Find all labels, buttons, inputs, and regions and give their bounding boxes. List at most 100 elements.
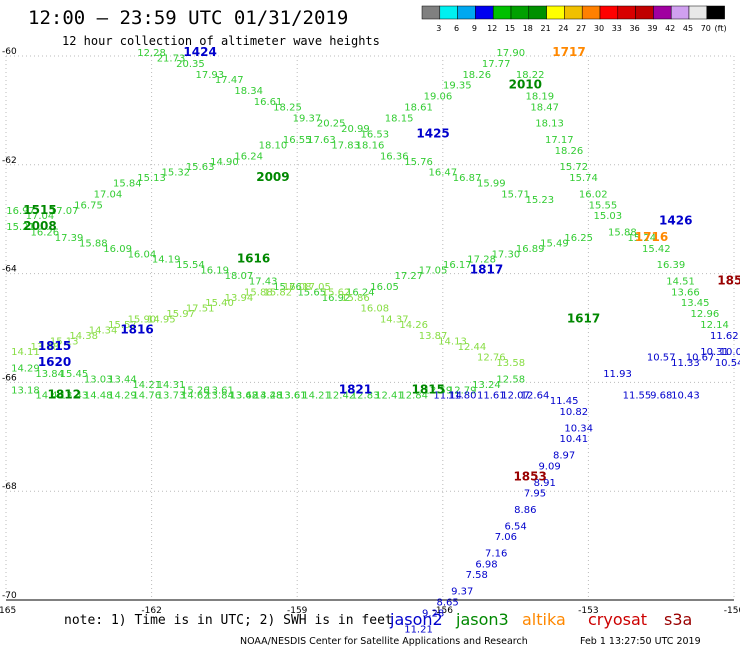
x-tick-label: -153 xyxy=(578,606,598,616)
wave-height-value: 14.34 xyxy=(89,325,118,336)
pass-time-label: 1817 xyxy=(470,263,503,277)
wave-height-value: 15.03 xyxy=(593,211,622,222)
wave-height-value: 16.04 xyxy=(128,249,157,260)
wave-height-value: 12.14 xyxy=(700,320,729,331)
wave-height-value: 12.41 xyxy=(375,391,404,402)
pass-time-label: 1821 xyxy=(339,382,372,396)
wave-height-value: 10.41 xyxy=(560,434,589,445)
wave-height-value: 13.18 xyxy=(11,385,40,396)
legend-label: 36 xyxy=(630,24,640,33)
legend-label: 39 xyxy=(647,24,657,33)
pass-time-label: 1816 xyxy=(120,322,153,336)
wave-height-value: 16.02 xyxy=(579,189,608,200)
wave-height-value: 13.24 xyxy=(472,380,501,391)
wave-height-value: 10.82 xyxy=(560,407,589,418)
legend-swatch xyxy=(564,5,583,20)
wave-height-value: 13.61 xyxy=(278,391,307,402)
legend-label: 3 xyxy=(436,24,441,33)
legend-label: 45 xyxy=(683,24,693,33)
wave-height-value: 15.42 xyxy=(642,244,671,255)
wave-height-value: 17.63 xyxy=(307,135,336,146)
legend-label: 12 xyxy=(487,24,497,33)
wave-height-value: 14.21 xyxy=(132,380,161,391)
legend-label: 42 xyxy=(665,24,675,33)
wave-height-value: 15.45 xyxy=(60,369,89,380)
wave-height-value: 17.51 xyxy=(186,304,215,315)
legend-label: 33 xyxy=(612,24,622,33)
wave-height-value: 12.96 xyxy=(691,309,720,320)
wave-height-value: 17.17 xyxy=(545,135,574,146)
legend-swatch xyxy=(439,5,458,20)
legend-swatch xyxy=(421,5,441,20)
legend-swatch xyxy=(670,5,690,20)
pass-time-label: 1426 xyxy=(659,214,692,228)
wave-height-value: 7.16 xyxy=(485,548,507,559)
wave-height-value: 13.62 xyxy=(229,391,258,402)
wave-height-value: 17.05 xyxy=(419,266,448,277)
pass-time-label: 2008 xyxy=(23,219,56,233)
wave-height-value: 15.86 xyxy=(341,293,370,304)
pass-time-label: 2009 xyxy=(256,170,289,184)
wave-height-value: 15.13 xyxy=(50,336,79,347)
wave-height-value: 16.92 xyxy=(322,293,351,304)
wave-height-value: 12.59 xyxy=(424,385,453,396)
wave-height-value: 21.73 xyxy=(157,53,186,64)
wave-height-value: 7.58 xyxy=(466,570,488,581)
legend-label: 21 xyxy=(541,24,551,33)
legend-swatch xyxy=(546,5,565,20)
wave-height-value: 15.88 xyxy=(244,287,273,298)
wave-height-value: 13.66 xyxy=(671,287,700,298)
wave-height-value: 15.57 xyxy=(108,320,137,331)
wave-height-value: 8.97 xyxy=(553,451,575,462)
wave-height-value: 14.38 xyxy=(69,331,98,342)
wave-height-value: 20.25 xyxy=(317,119,346,130)
wave-height-value: 17.30 xyxy=(492,249,521,260)
wave-height-value: 19.37 xyxy=(293,113,322,124)
wave-height-value: 8.91 xyxy=(534,478,556,489)
wave-height-value: 12.58 xyxy=(496,374,525,385)
wave-height-value: 13.87 xyxy=(419,331,448,342)
wave-height-value: 14.29 xyxy=(108,391,137,402)
wave-height-value: 7.95 xyxy=(524,489,546,500)
wave-height-value: 16.36 xyxy=(380,151,409,162)
chart-title: 12:00 – 23:59 UTC 01/31/2019 xyxy=(28,7,348,29)
pass-time-label: 1853 xyxy=(717,273,740,287)
wave-height-value: 11.55 xyxy=(623,391,652,402)
legend-label: 15 xyxy=(505,24,515,33)
pass-time-label: 1716 xyxy=(635,230,668,244)
wave-height-value: 19.35 xyxy=(443,81,472,92)
legend-swatch xyxy=(653,5,672,20)
wave-height-value: 17.05 xyxy=(302,282,331,293)
satellite-name: jason3 xyxy=(455,610,509,629)
wave-height-value: 14.13 xyxy=(438,336,467,347)
wave-height-value: 13.03 xyxy=(84,374,113,385)
pass-time-label: 1620 xyxy=(38,355,71,369)
wave-height-value: 13.84 xyxy=(205,391,234,402)
wave-height-value: 18.16 xyxy=(356,140,385,151)
wave-height-value: 14.21 xyxy=(302,391,331,402)
note-text: note: 1) Time is in UTC; 2) SWH is in fe… xyxy=(64,613,393,628)
wave-height-value: 15.76 xyxy=(273,282,302,293)
wave-height-value: 17.77 xyxy=(482,59,511,70)
wave-height-value: 16.08 xyxy=(283,282,312,293)
wave-height-value: 13.73 xyxy=(157,391,186,402)
y-tick-label: -64 xyxy=(2,265,17,275)
y-tick-label: -60 xyxy=(2,47,17,57)
wave-height-value: 15.88 xyxy=(79,238,108,249)
pass-time-label: 1424 xyxy=(183,45,216,59)
wave-height-value: 6.98 xyxy=(475,559,497,570)
wave-height-value: 16.05 xyxy=(370,282,399,293)
satellite-name: s3a xyxy=(664,610,692,629)
legend-swatch xyxy=(457,5,476,20)
wave-height-value: 8.86 xyxy=(514,505,536,516)
wave-height-value: 13.61 xyxy=(205,385,234,396)
wave-height-value: 14.37 xyxy=(380,315,409,326)
wave-height-value: 16.61 xyxy=(254,97,283,108)
wave-height-value: 13.58 xyxy=(496,358,525,369)
wave-height-value: 11.80 xyxy=(448,391,477,402)
wave-height-value: 15.24 xyxy=(627,233,656,244)
wave-height-value: 9.68 xyxy=(650,391,672,402)
wave-height-value: 10.34 xyxy=(564,423,593,434)
wave-height-value: 20.99 xyxy=(341,124,370,135)
